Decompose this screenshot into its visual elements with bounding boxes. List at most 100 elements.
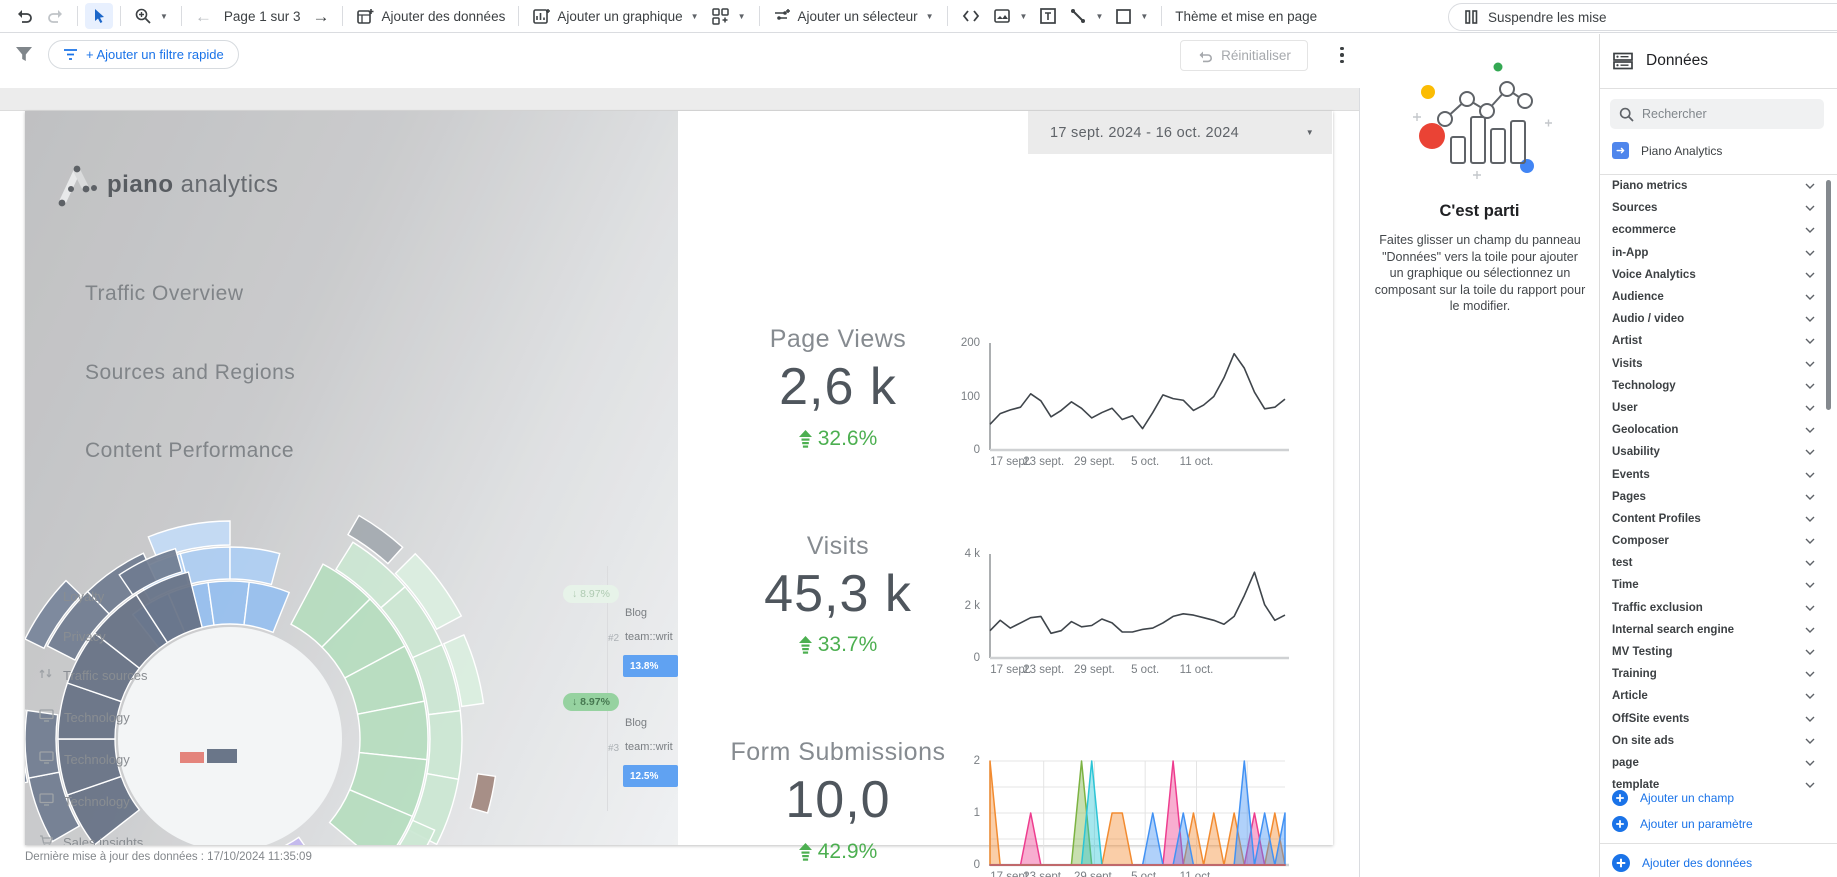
insert-image-button[interactable]: ▼ bbox=[987, 3, 1034, 29]
field-category-row[interactable]: Internal search engine bbox=[1600, 619, 1837, 641]
report-nav-link[interactable]: Content Performance bbox=[85, 439, 295, 462]
page-indicator[interactable]: Page 1 sur 3 bbox=[223, 8, 301, 24]
scorecard-value[interactable]: 2,6 k bbox=[779, 358, 897, 416]
field-category-row[interactable]: Content Profiles bbox=[1600, 508, 1837, 530]
field-category-row[interactable]: Training bbox=[1600, 663, 1837, 685]
add-parameter-button[interactable]: Ajouter un paramètre bbox=[1612, 816, 1753, 832]
field-category-row[interactable]: MV Testing bbox=[1600, 641, 1837, 663]
monitor-icon bbox=[39, 793, 54, 809]
prev-page-button[interactable]: ← bbox=[189, 3, 218, 29]
monitor-icon bbox=[39, 751, 54, 767]
toolbar-divider bbox=[1161, 6, 1163, 26]
cursor-icon bbox=[95, 9, 104, 23]
field-category-row[interactable]: Artist bbox=[1600, 330, 1837, 352]
field-category-row[interactable]: Time bbox=[1600, 574, 1837, 596]
undo-button[interactable] bbox=[10, 3, 40, 29]
field-category-row[interactable]: User bbox=[1600, 397, 1837, 419]
code-icon bbox=[962, 10, 979, 22]
y-axis-tick: 4 k bbox=[964, 548, 980, 560]
chevron-down-icon bbox=[1805, 716, 1815, 722]
data-panel-title: Données bbox=[1646, 52, 1709, 69]
field-category-row[interactable]: ecommerce bbox=[1600, 219, 1837, 241]
chevron-down-icon: ▼ bbox=[1095, 11, 1104, 21]
embed-code-button[interactable] bbox=[955, 3, 987, 29]
pause-updates-button[interactable]: Suspendre les mise bbox=[1448, 3, 1837, 31]
field-category-label: Time bbox=[1612, 579, 1639, 592]
y-axis-tick: 2 bbox=[973, 755, 980, 767]
x-axis-tick: 5 oct. bbox=[1131, 664, 1160, 676]
field-category-row[interactable]: On site ads bbox=[1600, 730, 1837, 752]
field-category-row[interactable]: Traffic exclusion bbox=[1600, 597, 1837, 619]
report-nav-link[interactable]: Sources and Regions bbox=[85, 361, 296, 384]
x-axis-tick: 17 sept. bbox=[990, 664, 1032, 676]
x-axis-tick: 23 sept. bbox=[1023, 456, 1065, 468]
field-category-row[interactable]: Voice Analytics bbox=[1600, 264, 1837, 286]
insert-shape-button[interactable]: ▼ bbox=[1109, 3, 1154, 29]
scorecard-title[interactable]: Page Views bbox=[769, 325, 907, 353]
field-category-row[interactable]: Piano metrics bbox=[1600, 175, 1837, 197]
redo-button[interactable] bbox=[40, 3, 70, 29]
field-category-row[interactable]: Article bbox=[1600, 685, 1837, 707]
report-nav-link[interactable]: Traffic Overview bbox=[85, 282, 244, 305]
more-options-button[interactable] bbox=[1332, 40, 1352, 70]
y-axis-tick: 0 bbox=[973, 444, 980, 456]
field-category-row[interactable]: Events bbox=[1600, 463, 1837, 485]
zoom-tool-button[interactable]: ▼ bbox=[128, 3, 174, 29]
search-input[interactable] bbox=[1642, 107, 1802, 121]
community-visualizations-button[interactable]: ▼ bbox=[705, 3, 752, 29]
scorecard-value[interactable]: 10,0 bbox=[785, 771, 891, 829]
background-sidebar-label: Loyalty bbox=[63, 589, 105, 604]
field-category-row[interactable]: Sources bbox=[1600, 197, 1837, 219]
theme-layout-button[interactable]: Thème et mise en page bbox=[1175, 8, 1318, 24]
field-category-row[interactable]: Visits bbox=[1600, 353, 1837, 375]
scorecard-title[interactable]: Visits bbox=[806, 532, 870, 560]
chevron-down-icon: ▼ bbox=[1140, 11, 1149, 21]
select-tool-button[interactable] bbox=[85, 3, 113, 29]
field-category-row[interactable]: Composer bbox=[1600, 530, 1837, 552]
y-axis-tick: 0 bbox=[973, 859, 980, 871]
insert-line-button[interactable]: ▼ bbox=[1063, 3, 1109, 29]
field-category-row[interactable]: Geolocation bbox=[1600, 419, 1837, 441]
scorecard-title[interactable]: Form Submissions bbox=[730, 738, 946, 766]
next-page-button[interactable]: → bbox=[306, 3, 335, 29]
add-data-button[interactable]: Ajouter des données bbox=[350, 3, 511, 29]
field-category-row[interactable]: template bbox=[1600, 774, 1837, 796]
add-chart-button[interactable]: Ajouter un graphique ▼ bbox=[526, 3, 704, 29]
field-category-row[interactable]: test bbox=[1600, 552, 1837, 574]
report-canvas[interactable]: piano analytics Traffic Overview Sources … bbox=[0, 34, 1360, 877]
last-update-status: Dernière mise à jour des données : 17/10… bbox=[25, 851, 312, 863]
scorecard-value[interactable]: 45,3 k bbox=[764, 565, 912, 623]
toolbar-divider bbox=[518, 6, 520, 26]
scrollbar-thumb[interactable] bbox=[1826, 180, 1831, 410]
report-page[interactable]: piano analytics Traffic Overview Sources … bbox=[25, 111, 1333, 877]
search-icon bbox=[1619, 107, 1634, 122]
reset-button[interactable]: Réinitialiser bbox=[1180, 40, 1308, 71]
field-category-row[interactable]: Audience bbox=[1600, 286, 1837, 308]
arrow-up-icon bbox=[798, 430, 812, 448]
chevron-down-icon bbox=[1805, 627, 1815, 633]
add-control-button[interactable]: Ajouter un sélecteur ▼ bbox=[767, 3, 940, 29]
background-card-subtitle: team::writ bbox=[625, 741, 673, 753]
background-sidebar-item: Technology bbox=[39, 751, 130, 767]
x-axis-tick: 17 sept. bbox=[990, 456, 1032, 468]
field-category-row[interactable]: OffSite events bbox=[1600, 708, 1837, 730]
insert-text-button[interactable] bbox=[1033, 3, 1063, 29]
chevron-down-icon bbox=[1805, 671, 1815, 678]
toolbar-divider bbox=[342, 6, 344, 26]
field-category-label: Training bbox=[1612, 668, 1657, 681]
field-category-row[interactable]: Pages bbox=[1600, 486, 1837, 508]
data-source-row[interactable]: ➜ Piano Analytics bbox=[1612, 142, 1722, 159]
field-category-row[interactable]: in-App bbox=[1600, 242, 1837, 264]
add-data-bottom-button[interactable]: Ajouter des données bbox=[1612, 854, 1752, 872]
date-range-control[interactable]: 17 sept. 2024 - 16 oct. 2024 ▼ bbox=[1028, 111, 1332, 154]
canvas-margin bbox=[0, 88, 1359, 111]
field-search[interactable] bbox=[1610, 99, 1824, 129]
field-category-row[interactable]: Audio / video bbox=[1600, 308, 1837, 330]
field-category-row[interactable]: Technology bbox=[1600, 375, 1837, 397]
field-category-label: MV Testing bbox=[1612, 646, 1673, 659]
field-category-row[interactable]: page bbox=[1600, 752, 1837, 774]
add-quick-filter-button[interactable]: + Ajouter un filtre rapide bbox=[48, 40, 239, 69]
zoom-icon bbox=[135, 8, 151, 24]
field-category-row[interactable]: Usability bbox=[1600, 441, 1837, 463]
add-field-button[interactable]: Ajouter un champ bbox=[1612, 790, 1734, 806]
